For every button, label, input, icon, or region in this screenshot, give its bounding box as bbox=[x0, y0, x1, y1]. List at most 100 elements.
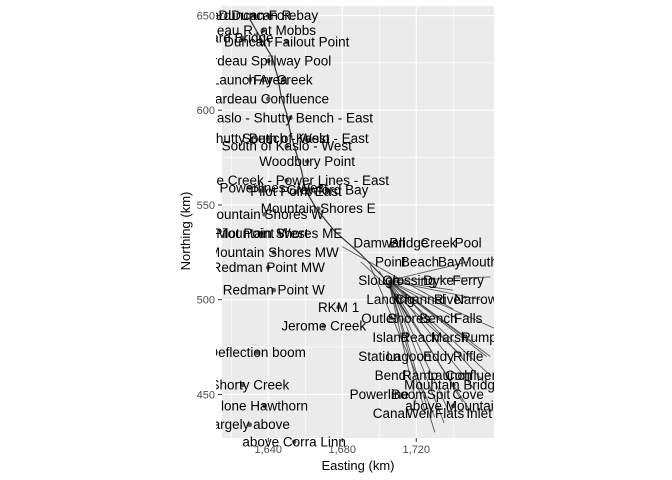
site-label: ardDuncan R. bbox=[212, 8, 295, 23]
y-tick-label: 550 bbox=[197, 200, 215, 212]
track-line bbox=[388, 280, 426, 414]
data-point bbox=[450, 382, 456, 388]
data-point bbox=[336, 304, 341, 310]
track-line bbox=[388, 280, 445, 424]
site-label: above Mountain bbox=[405, 398, 501, 413]
data-point bbox=[247, 422, 253, 428]
site-label: ardeau Spillway Pool bbox=[205, 53, 331, 68]
site-label: Creek - Powerlines - West bbox=[171, 180, 328, 195]
track-line bbox=[388, 280, 463, 403]
data-point bbox=[304, 159, 310, 164]
site-label: Confluence bbox=[445, 368, 513, 383]
y-tick-label: 650 bbox=[197, 10, 215, 22]
site-label: Bench bbox=[419, 311, 457, 326]
site-label: Mountain Shores E bbox=[261, 201, 376, 216]
y-axis-title: Northing (km) bbox=[178, 192, 193, 271]
site-label: Ferry bbox=[452, 273, 484, 288]
track-line bbox=[388, 280, 476, 391]
data-point bbox=[265, 58, 271, 64]
site-label: Duncan Failout Point bbox=[224, 35, 350, 50]
track-line bbox=[342, 246, 454, 310]
site-label: deau R. at Mobbs bbox=[209, 23, 316, 38]
data-point bbox=[265, 136, 271, 141]
site-label: Damwall bbox=[353, 235, 405, 250]
site-label: Pilot Point East bbox=[250, 184, 342, 199]
site-label: Dyke bbox=[423, 273, 454, 288]
site-label: South of Kaslo - East bbox=[242, 131, 369, 146]
site-label: Redman Point W bbox=[223, 283, 325, 298]
site-label: South of Kaslo - West bbox=[222, 139, 353, 154]
site-label: Point bbox=[375, 254, 406, 269]
data-point bbox=[265, 265, 271, 270]
site-label: River bbox=[434, 292, 466, 307]
data-point bbox=[247, 77, 253, 83]
data-point bbox=[284, 178, 290, 183]
data-points bbox=[240, 13, 456, 445]
site-label: Launch bbox=[427, 368, 471, 383]
site-label: Fry Creek bbox=[253, 72, 313, 87]
data-point bbox=[288, 115, 293, 121]
site-label: Duncan Forebay bbox=[218, 8, 318, 23]
site-label: Inlet bbox=[466, 406, 492, 421]
track-line bbox=[388, 280, 451, 414]
site-label: Bay bbox=[438, 254, 462, 269]
data-point bbox=[271, 287, 277, 293]
track-line bbox=[388, 280, 482, 301]
site-label: Cove bbox=[452, 387, 484, 402]
site-label: Eddy bbox=[423, 349, 454, 364]
site-label: Marsh bbox=[431, 330, 469, 345]
site-label: Pilot Point West bbox=[213, 226, 308, 241]
site-label: Ramp bbox=[402, 368, 438, 383]
data-point bbox=[321, 323, 327, 329]
track-line bbox=[388, 261, 469, 282]
site-label: Pool bbox=[455, 235, 482, 250]
data-point bbox=[265, 96, 271, 102]
site-label: Bridge bbox=[389, 235, 428, 250]
data-point bbox=[280, 77, 286, 83]
site-label: Flats bbox=[435, 406, 465, 421]
plot-panel bbox=[222, 6, 494, 438]
data-point bbox=[325, 187, 330, 193]
track-line bbox=[249, 18, 410, 319]
site-label: Landing bbox=[366, 292, 414, 307]
x-tick-label: 1,680 bbox=[329, 444, 357, 456]
site-label: Island bbox=[372, 330, 408, 345]
site-label: Lagoon bbox=[386, 349, 431, 364]
x-axis-title: Easting (km) bbox=[322, 458, 395, 473]
site-label: In Shorty Creek bbox=[195, 377, 289, 392]
axes: 1,640 1,680 1,720 450 500 550 600 650 bbox=[197, 10, 430, 456]
site-label: Launch Area bbox=[212, 72, 288, 87]
data-point bbox=[254, 350, 260, 356]
panel-background bbox=[222, 6, 494, 438]
data-point bbox=[293, 189, 299, 194]
site-label: Shutty Bench - West bbox=[207, 131, 330, 146]
data-point bbox=[284, 143, 290, 149]
site-label: Jerome Creek bbox=[281, 319, 366, 334]
data-point bbox=[450, 403, 456, 409]
site-label: Channel bbox=[395, 292, 445, 307]
site-label: Coffee Creek - Power Lines - East bbox=[184, 173, 389, 188]
data-point bbox=[240, 382, 245, 388]
data-point bbox=[315, 206, 321, 212]
site-label: RKM 1 bbox=[318, 300, 359, 315]
site-label: Powerline bbox=[350, 387, 409, 402]
site-label: Mountain Shores W bbox=[205, 207, 324, 222]
site-label: Reach bbox=[400, 330, 439, 345]
track-line bbox=[388, 276, 487, 386]
data-point bbox=[251, 13, 256, 18]
site-label: Outlet bbox=[361, 311, 397, 326]
data-point bbox=[260, 28, 266, 33]
data-point bbox=[277, 231, 282, 236]
y-tick-label: 450 bbox=[197, 389, 215, 401]
data-point bbox=[247, 185, 253, 191]
track-line bbox=[388, 280, 436, 433]
site-label: Mouth bbox=[460, 254, 498, 269]
site-label: Boom bbox=[391, 387, 426, 402]
site-label: Deflection boom bbox=[208, 345, 306, 360]
track-line bbox=[360, 261, 463, 357]
site-label: Spit bbox=[427, 387, 451, 402]
data-point bbox=[284, 39, 290, 45]
site-label: Redman Point MW bbox=[212, 260, 326, 275]
connector-lines bbox=[249, 18, 495, 433]
